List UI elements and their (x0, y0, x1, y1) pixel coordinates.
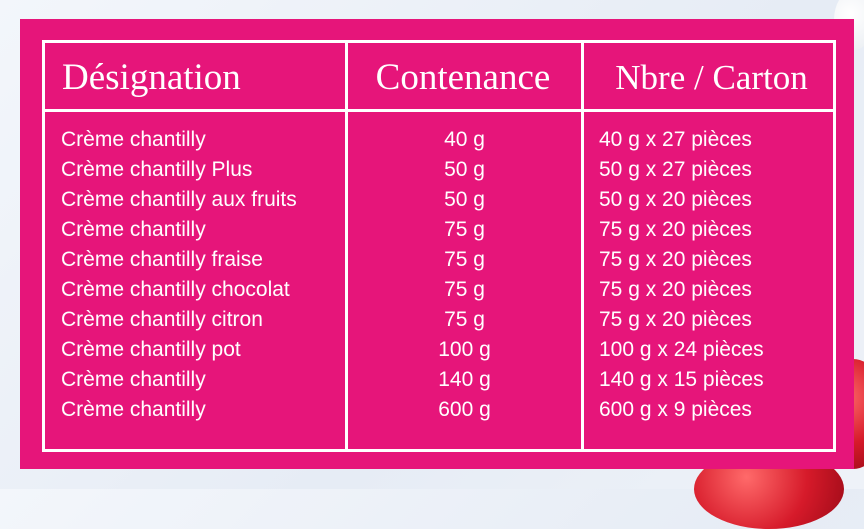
designation-cell: Crème chantilly (61, 398, 206, 421)
designation-column: Crème chantilly Crème chantilly Plus Crè… (61, 125, 297, 425)
nbre-carton-column: 40 g x 27 pièces 50 g x 27 pièces 50 g x… (599, 125, 764, 425)
nbre-carton-cell: 50 g x 27 pièces (599, 158, 752, 181)
nbre-carton-cell: 75 g x 20 pièces (599, 248, 752, 271)
contenance-cell: 75 g (444, 218, 485, 241)
designation-cell: Crème chantilly Plus (61, 158, 253, 181)
designation-cell: Crème chantilly chocolat (61, 278, 290, 301)
contenance-cell: 140 g (438, 368, 491, 391)
contenance-cell: 100 g (438, 338, 491, 361)
designation-cell: Crème chantilly citron (61, 308, 263, 331)
contenance-cell: 600 g (438, 398, 491, 421)
header-contenance: Contenance (375, 57, 551, 98)
contenance-cell: 50 g (444, 188, 485, 211)
designation-cell: Crème chantilly (61, 128, 206, 151)
header-nbre-carton: Nbre / Carton (615, 58, 808, 97)
nbre-carton-cell: 75 g x 20 pièces (599, 218, 752, 241)
designation-cell: Crème chantilly (61, 218, 206, 241)
contenance-cell: 75 g (444, 248, 485, 271)
column-divider (581, 43, 584, 449)
contenance-cell: 75 g (444, 278, 485, 301)
header-designation: Désignation (62, 57, 241, 98)
nbre-carton-cell: 140 g x 15 pièces (599, 368, 764, 391)
designation-cell: Crème chantilly (61, 368, 206, 391)
contenance-cell: 50 g (444, 158, 485, 181)
contenance-cell: 75 g (444, 308, 485, 331)
designation-cell: Crème chantilly pot (61, 338, 241, 361)
nbre-carton-cell: 75 g x 20 pièces (599, 278, 752, 301)
header-divider (45, 109, 833, 112)
designation-cell: Crème chantilly fraise (61, 248, 263, 271)
designation-cell: Crème chantilly aux fruits (61, 188, 297, 211)
nbre-carton-cell: 50 g x 20 pièces (599, 188, 752, 211)
product-table: Désignation Contenance Nbre / Carton Crè… (42, 40, 836, 452)
column-divider (345, 43, 348, 449)
nbre-carton-cell: 100 g x 24 pièces (599, 338, 764, 361)
contenance-column: 40 g 50 g 50 g 75 g 75 g 75 g 75 g 100 g… (348, 125, 581, 425)
product-table-panel: Désignation Contenance Nbre / Carton Crè… (20, 19, 854, 469)
nbre-carton-cell: 600 g x 9 pièces (599, 398, 752, 421)
nbre-carton-cell: 75 g x 20 pièces (599, 308, 752, 331)
contenance-cell: 40 g (444, 128, 485, 151)
nbre-carton-cell: 40 g x 27 pièces (599, 128, 752, 151)
